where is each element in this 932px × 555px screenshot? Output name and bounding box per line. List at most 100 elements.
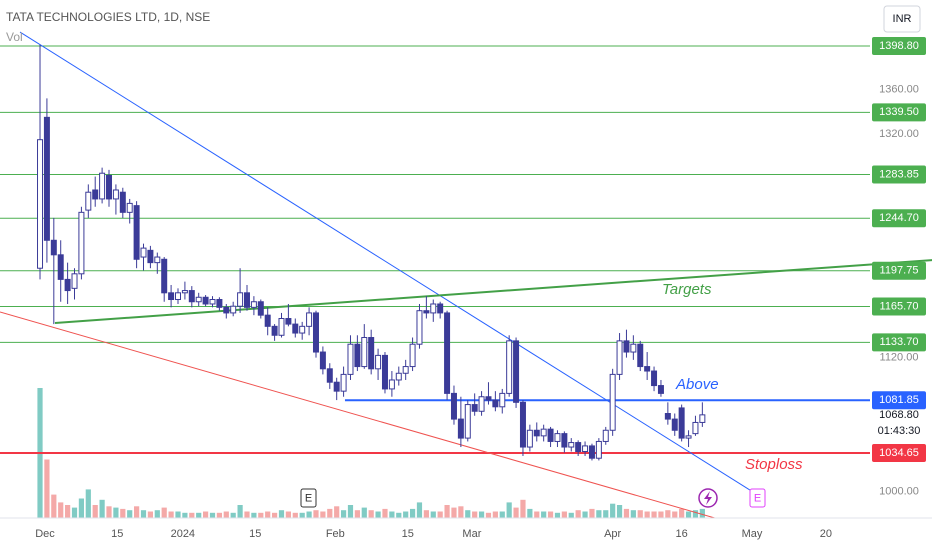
candle-body bbox=[50, 239, 57, 256]
candle-body bbox=[609, 373, 616, 431]
level-layer bbox=[0, 45, 870, 455]
candle-body bbox=[450, 392, 457, 420]
volume-bar bbox=[444, 505, 450, 518]
candle-body bbox=[540, 428, 547, 437]
y-tick-label: 1120.00 bbox=[880, 352, 919, 364]
volume-bar bbox=[154, 510, 160, 518]
volume-bar bbox=[140, 510, 147, 518]
candle-body bbox=[306, 312, 313, 327]
volume-bar bbox=[596, 510, 602, 518]
volume-bar bbox=[320, 511, 326, 518]
volume-bar bbox=[561, 511, 567, 518]
candle-body bbox=[188, 290, 195, 303]
event-label[interactable]: E bbox=[754, 492, 761, 504]
candle-body bbox=[533, 429, 540, 437]
volume-bar bbox=[230, 512, 236, 518]
volume-bar bbox=[616, 505, 623, 518]
last-price-label: 1068.80 bbox=[879, 409, 919, 421]
y-tick-label: 1320.00 bbox=[879, 128, 919, 140]
x-tick-label: 16 bbox=[676, 528, 688, 540]
volume-bar bbox=[313, 510, 319, 518]
volume-bar bbox=[437, 511, 443, 518]
annotation: Targets bbox=[662, 281, 712, 298]
candle-body bbox=[181, 290, 188, 294]
volume-bar bbox=[520, 499, 526, 518]
candle-body bbox=[471, 404, 478, 412]
candle-body bbox=[299, 325, 306, 334]
volume-bar bbox=[71, 507, 78, 518]
volume-bar bbox=[306, 511, 312, 518]
volume-bar bbox=[375, 511, 381, 518]
candle-body bbox=[492, 399, 499, 408]
candle-body bbox=[409, 343, 416, 368]
volume-bar bbox=[182, 512, 188, 518]
candle-body bbox=[423, 310, 430, 314]
candle-body bbox=[106, 174, 113, 200]
event-marker[interactable] bbox=[749, 488, 766, 508]
candle-body bbox=[671, 418, 678, 431]
candle-body bbox=[444, 312, 451, 394]
volume-bar bbox=[658, 511, 664, 518]
volume-layer bbox=[37, 388, 705, 518]
volume-bar bbox=[465, 510, 471, 518]
candle-body bbox=[175, 292, 182, 301]
candle-body bbox=[43, 116, 50, 241]
level-badge bbox=[872, 261, 926, 280]
y-tick-label: 1000.00 bbox=[879, 486, 919, 498]
candle-body bbox=[243, 292, 250, 308]
volume-bar bbox=[209, 512, 216, 518]
candle-body bbox=[623, 340, 630, 353]
volume-bar bbox=[175, 511, 181, 518]
volume-bar bbox=[51, 494, 57, 518]
volume-label: Vol bbox=[6, 30, 23, 44]
volume-bar bbox=[451, 507, 457, 518]
candle-body bbox=[264, 314, 271, 327]
candle-body bbox=[312, 312, 319, 353]
candle-body bbox=[361, 337, 368, 368]
volume-bar bbox=[665, 510, 671, 518]
level-badge bbox=[872, 297, 926, 316]
volume-bar bbox=[244, 511, 250, 518]
volume-bar bbox=[692, 510, 699, 518]
volume-bar bbox=[506, 502, 512, 518]
event-label[interactable]: E bbox=[305, 492, 312, 504]
volume-bar bbox=[223, 511, 229, 518]
candle-body bbox=[85, 191, 92, 211]
candle-body bbox=[664, 413, 671, 420]
volume-bar bbox=[347, 505, 354, 518]
candle-body bbox=[499, 392, 506, 408]
level-label: 1081.85 bbox=[879, 394, 919, 406]
candle-body bbox=[333, 381, 340, 392]
x-tick-label: 15 bbox=[249, 528, 261, 540]
level-label: 1165.70 bbox=[880, 300, 919, 312]
x-tick-label: Apr bbox=[604, 528, 621, 540]
level-label: 1398.80 bbox=[879, 40, 919, 52]
level-label: 1133.70 bbox=[880, 336, 919, 348]
currency[interactable]: INR bbox=[893, 13, 912, 25]
event-marker[interactable] bbox=[300, 488, 317, 508]
candle-body bbox=[381, 354, 388, 390]
candle-body bbox=[651, 370, 658, 387]
candle-body bbox=[644, 366, 651, 372]
volume-bar bbox=[582, 511, 588, 518]
currency-box[interactable] bbox=[883, 5, 921, 33]
volume-bar bbox=[389, 511, 395, 518]
trendline bbox=[0, 311, 715, 518]
volume-bar bbox=[499, 511, 505, 518]
volume-bar bbox=[554, 512, 561, 518]
candle-body bbox=[513, 340, 520, 403]
candle-body bbox=[547, 428, 554, 442]
volume-bar bbox=[396, 512, 402, 518]
level-label: 1197.75 bbox=[880, 265, 919, 277]
trendline-layer bbox=[0, 31, 932, 518]
candle-body bbox=[195, 296, 202, 303]
candle-body bbox=[112, 189, 119, 200]
volume-bar bbox=[679, 508, 685, 518]
x-tick-label: Mar bbox=[462, 528, 481, 540]
level-badge bbox=[872, 444, 926, 463]
volume-bar bbox=[216, 512, 222, 518]
volume-bar bbox=[292, 512, 298, 518]
volume-bar bbox=[65, 505, 71, 518]
volume-bar bbox=[58, 502, 64, 518]
candle-body bbox=[292, 323, 299, 334]
